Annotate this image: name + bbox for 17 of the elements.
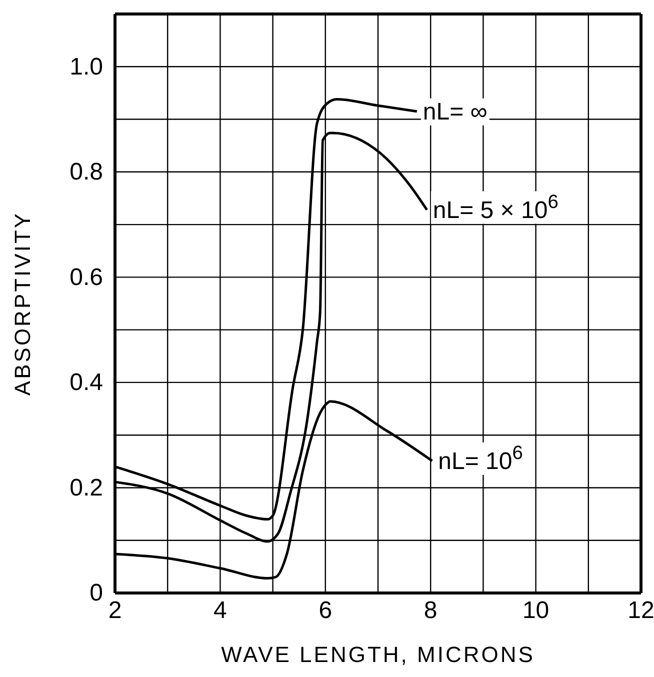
- y-tick-label: 0.6: [70, 264, 103, 291]
- series-label: nL= ∞: [422, 98, 488, 126]
- y-axis-title: ABSORPTIVITY: [10, 211, 35, 396]
- x-tick-label: 2: [108, 597, 122, 624]
- series-label: nL= 10$^{6}$: [438, 442, 523, 475]
- x-tick-label: 10: [522, 597, 550, 624]
- x-tick-label: 12: [628, 597, 654, 624]
- y-tick-label: 0.2: [70, 474, 103, 502]
- x-tick-label: 4: [214, 597, 227, 624]
- y-tick-label: 0.8: [70, 158, 103, 186]
- x-tick-label: 6: [318, 597, 332, 624]
- x-tick-label: 8: [424, 597, 438, 624]
- y-tick-label: 0: [90, 580, 103, 607]
- x-axis-title: WAVE LENGTH, MICRONS: [221, 642, 535, 667]
- y-tick-label: 0.4: [70, 369, 103, 396]
- y-tick-label: 1.0: [70, 53, 103, 80]
- series-label: nL= 5 × 10$^{6}$: [432, 191, 558, 224]
